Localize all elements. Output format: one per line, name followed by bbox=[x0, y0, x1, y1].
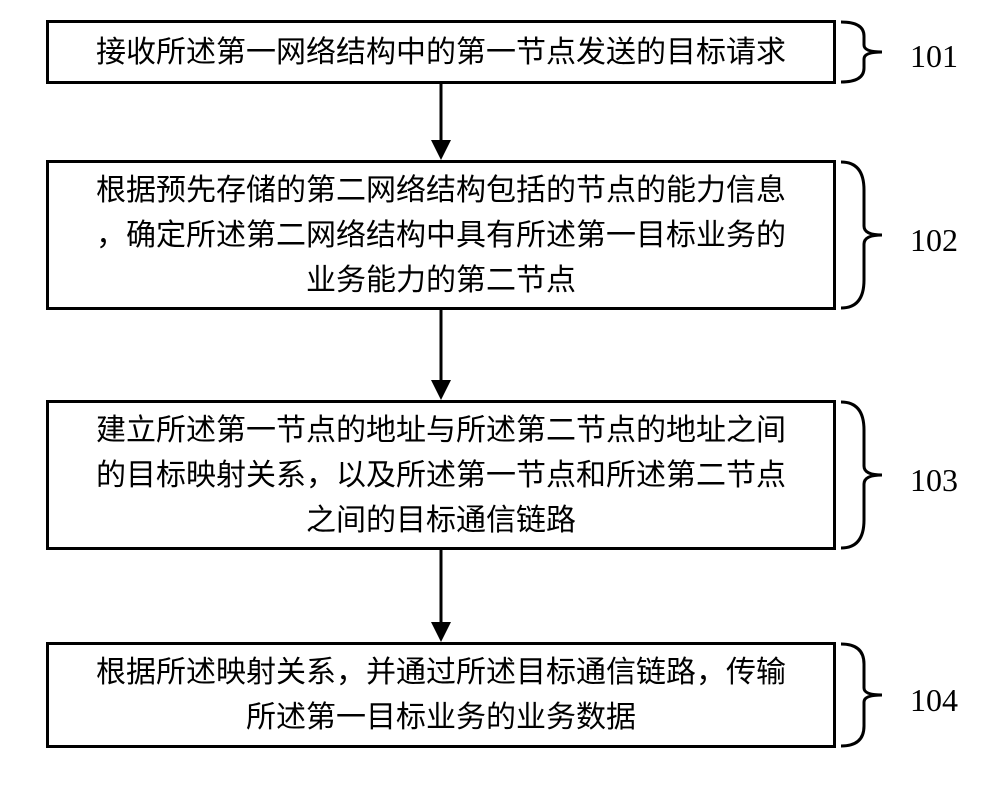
curly-brace-2 bbox=[836, 160, 906, 310]
flow-box-2-text: 根据预先存储的第二网络结构包括的节点的能力信息 ，确定所述第二网络结构中具有所述… bbox=[96, 168, 786, 303]
flow-box-3-text: 建立所述第一节点的地址与所述第二节点的地址之间 的目标映射关系，以及所述第一节点… bbox=[96, 408, 786, 543]
curly-brace-3 bbox=[836, 400, 906, 550]
step-label-2: 102 bbox=[910, 222, 958, 259]
step-label-4: 104 bbox=[910, 682, 958, 719]
flow-box-3-line1: 建立所述第一节点的地址与所述第二节点的地址之间 bbox=[96, 414, 786, 447]
arrow-3-4 bbox=[421, 550, 461, 642]
flow-box-4-text: 根据所述映射关系，并通过所述目标通信链路，传输 所述第一目标业务的业务数据 bbox=[96, 650, 786, 740]
flow-box-3-line2: 的目标映射关系，以及所述第一节点和所述第二节点 bbox=[96, 459, 786, 492]
flow-box-4-line1: 根据所述映射关系，并通过所述目标通信链路，传输 bbox=[96, 656, 786, 689]
flow-box-2: 根据预先存储的第二网络结构包括的节点的能力信息 ，确定所述第二网络结构中具有所述… bbox=[46, 160, 836, 310]
curly-brace-4 bbox=[836, 642, 906, 748]
flow-box-1: 接收所述第一网络结构中的第一节点发送的目标请求 bbox=[46, 20, 836, 84]
flow-box-3-line3: 之间的目标通信链路 bbox=[306, 504, 576, 537]
flow-box-4: 根据所述映射关系，并通过所述目标通信链路，传输 所述第一目标业务的业务数据 bbox=[46, 642, 836, 748]
arrow-1-2 bbox=[421, 84, 461, 160]
flow-box-2-line1: 根据预先存储的第二网络结构包括的节点的能力信息 bbox=[96, 174, 786, 207]
arrow-2-3 bbox=[421, 310, 461, 400]
curly-brace-1 bbox=[836, 20, 906, 84]
flowchart-container: 接收所述第一网络结构中的第一节点发送的目标请求 101 根据预先存储的第二网络结… bbox=[0, 0, 1000, 789]
flow-box-1-text: 接收所述第一网络结构中的第一节点发送的目标请求 bbox=[96, 30, 786, 75]
step-label-3: 103 bbox=[910, 462, 958, 499]
step-label-1: 101 bbox=[910, 38, 958, 75]
flow-box-2-line2: ，确定所述第二网络结构中具有所述第一目标业务的 bbox=[96, 219, 786, 252]
flow-box-4-line2: 所述第一目标业务的业务数据 bbox=[246, 701, 636, 734]
flow-box-3: 建立所述第一节点的地址与所述第二节点的地址之间 的目标映射关系，以及所述第一节点… bbox=[46, 400, 836, 550]
flow-box-2-line3: 业务能力的第二节点 bbox=[306, 264, 576, 297]
